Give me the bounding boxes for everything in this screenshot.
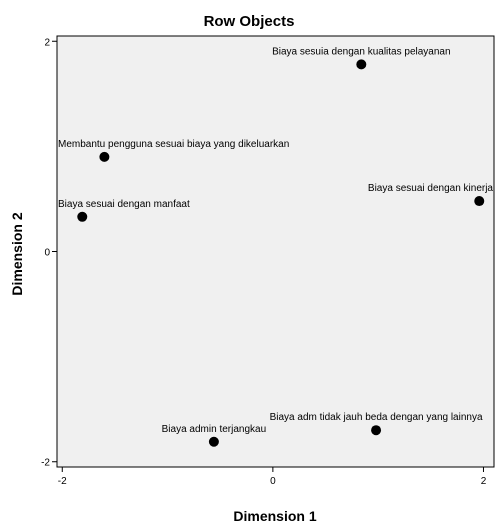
y-axis-label: Dimension 2	[9, 212, 25, 295]
chart-title: Row Objects	[204, 13, 295, 30]
point-label: Biaya admin terjangkau	[162, 424, 267, 435]
point-label: Biaya sesuai dengan kinerja	[368, 183, 494, 194]
plot-area	[56, 35, 495, 468]
data-point	[99, 151, 110, 162]
ticks-layer: -2 0 2 2 0 -2	[41, 37, 487, 487]
x-axis-label: Dimension 1	[233, 508, 316, 524]
data-point	[77, 211, 88, 222]
data-point	[371, 425, 382, 436]
data-point	[356, 59, 367, 70]
x-tick-label: 0	[270, 476, 276, 487]
point-label: Membantu pengguna sesuai biaya yang dike…	[58, 139, 289, 150]
y-tick-label: 2	[44, 37, 50, 48]
points-layer: Biaya sesuia dengan kualitas pelayanan Me…	[58, 46, 494, 447]
y-tick-label: 0	[44, 248, 50, 259]
x-tick-label: 2	[481, 476, 487, 487]
y-tick-label: -2	[41, 458, 50, 469]
point-label: Biaya sesuia dengan kualitas pelayanan	[272, 46, 450, 57]
point-label: Biaya sesuai dengan manfaat	[58, 199, 190, 210]
point-label: Biaya adm tidak jauh beda dengan yang la…	[270, 412, 483, 423]
data-point	[208, 436, 219, 447]
data-point	[474, 196, 485, 207]
x-tick-label: -2	[58, 476, 67, 487]
